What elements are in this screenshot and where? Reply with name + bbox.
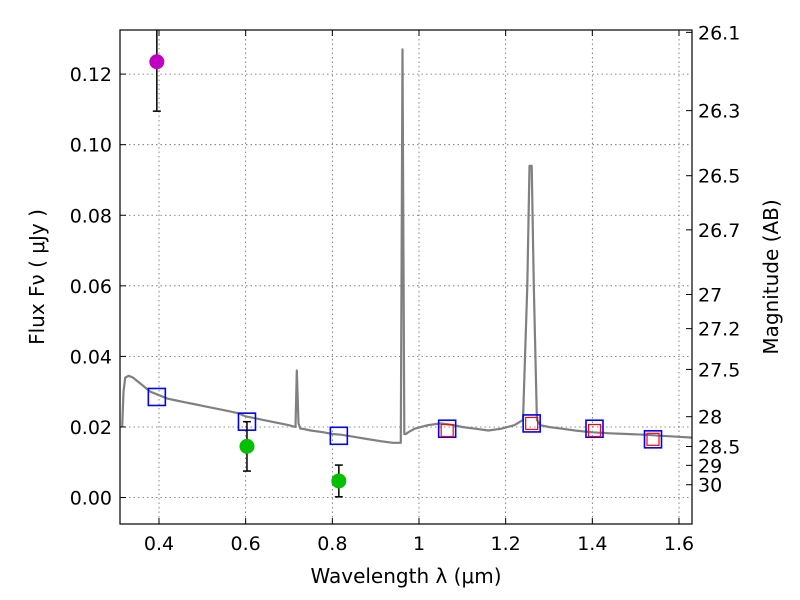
y2-tick-label: 26.3: [698, 101, 740, 123]
y2-tick-label: 28.5: [698, 437, 740, 459]
y2-tick-label: 28: [698, 407, 722, 429]
y2-tick-label: 26.7: [698, 220, 740, 242]
y2-tick-label: 27.2: [698, 319, 740, 341]
measured-flux-point: [331, 473, 347, 489]
model-photometry-square: [522, 414, 541, 433]
y2-tick-label: 26.5: [698, 166, 740, 188]
x-tick-label: 0.8: [317, 533, 347, 555]
plot-frame: [119, 29, 693, 525]
x-tick-label: 1.4: [577, 533, 607, 555]
measured-flux-point: [239, 438, 255, 454]
template-spectrum-line: [121, 48, 693, 444]
grid-layer: [120, 30, 692, 524]
x-tick-label: 1: [413, 533, 425, 555]
model-photometry-square: [585, 419, 604, 439]
y-axis-label: Flux Fν ( μJy ): [25, 209, 49, 345]
model-photometry-square: [643, 430, 663, 449]
observed-photometry-square: [646, 432, 660, 446]
observed-photometry-square: [587, 423, 602, 438]
y2-tick-label: 30: [698, 475, 722, 497]
y-tick-label: 0.12: [70, 64, 112, 86]
model-photometry-square: [147, 387, 167, 407]
y-tick-label: 0.08: [70, 205, 112, 227]
y2-axis-label: Magnitude (AB): [759, 199, 783, 354]
x-tick-label: 1.6: [664, 533, 694, 555]
y-tick-label: 0.02: [70, 417, 112, 439]
y2-tick-label: 27: [698, 284, 722, 306]
y2-tick-label: 29: [698, 455, 722, 477]
x-tick-label: 0.4: [144, 533, 174, 555]
observed-photometry-square: [440, 423, 454, 438]
x-axis-label: Wavelength λ (μm): [310, 564, 501, 588]
series-layer: [121, 30, 693, 498]
y-tick-label: 0.04: [70, 346, 112, 368]
model-photometry-square: [437, 419, 457, 439]
model-photometry-square: [329, 426, 349, 446]
y-tick-label: 0.10: [70, 135, 112, 157]
ticks-layer: 0.4 0.6 0.8 1 1.2 1.4 1.6 0.00 0.02 0.04 0.06 0.08 0…: [70, 22, 741, 555]
x-tick-label: 0.6: [231, 533, 261, 555]
y-tick-label: 0.00: [70, 488, 112, 510]
observed-photometry-square: [525, 416, 539, 431]
y2-tick-label: 26.1: [698, 22, 740, 44]
y2-tick-label: 27.5: [698, 359, 740, 381]
measured-flux-point: [149, 54, 165, 70]
y-tick-label: 0.06: [70, 276, 112, 298]
x-tick-label: 1.2: [491, 533, 521, 555]
